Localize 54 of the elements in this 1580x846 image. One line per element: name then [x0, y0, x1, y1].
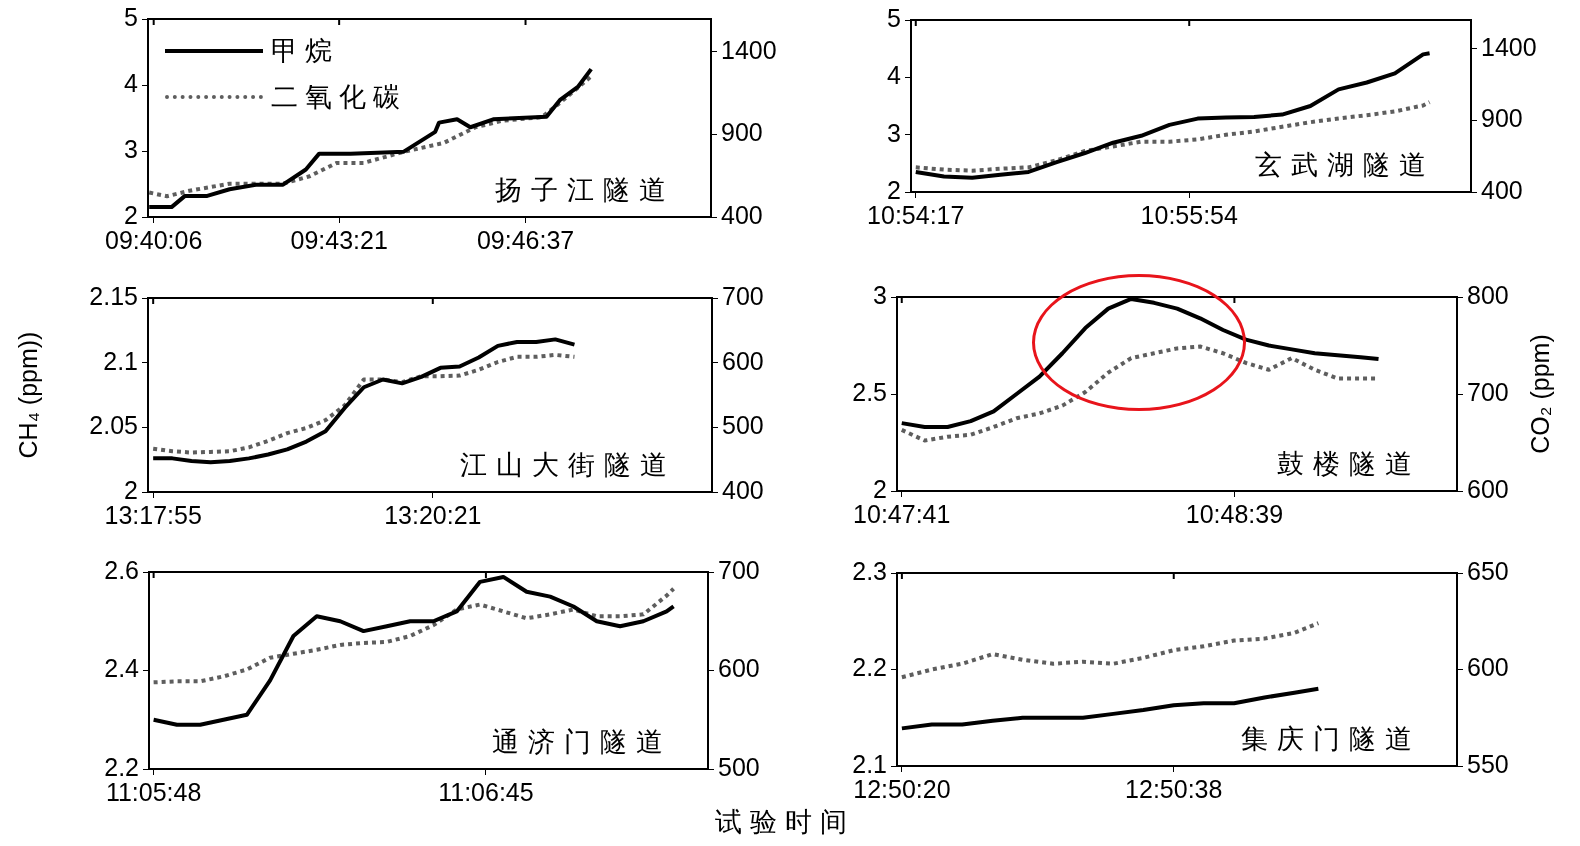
- annotation: 鼓楼隧道: [1277, 449, 1421, 479]
- y-tick-label: 2.2: [852, 653, 887, 682]
- y2-tick-label: 600: [1467, 653, 1509, 682]
- y2-tick-label: 700: [718, 555, 760, 584]
- y2-tick-label: 400: [1481, 175, 1523, 204]
- x-tick-label: 13:20:21: [384, 500, 482, 529]
- y2-tick-label: 600: [718, 654, 760, 683]
- x-tick-label: 09:43:21: [290, 225, 388, 254]
- y-tick-label: 2.6: [104, 555, 139, 584]
- x-tick-label: 10:55:54: [1140, 200, 1238, 229]
- y-axis-title: CH₄ (ppm)): [13, 331, 43, 459]
- annotation: 通济门隧道: [492, 727, 672, 757]
- y-tick-label: 5: [887, 3, 901, 32]
- annotation: 江山大街隧道: [460, 450, 676, 480]
- y-tick-label: 3: [887, 118, 901, 147]
- y2-tick-label: 1400: [1481, 32, 1537, 61]
- y2-tick-label: 800: [1467, 280, 1509, 309]
- x-tick-label: 12:50:38: [1125, 774, 1223, 803]
- y-tick-label: 2.3: [852, 556, 887, 585]
- y-tick-label: 3: [124, 134, 138, 163]
- y-tick-label: 5: [124, 2, 138, 31]
- line-series: [899, 621, 1321, 680]
- y2-tick-label: 650: [1467, 556, 1509, 585]
- y2-tick-label: 500: [718, 752, 760, 781]
- y2-tick-label: 500: [722, 411, 764, 440]
- line-series: [151, 586, 676, 685]
- y2-tick-label: 700: [722, 281, 764, 310]
- legend-label: 甲烷: [271, 35, 339, 68]
- y-tick-label: 2.5: [852, 377, 887, 406]
- y2-tick-label: 400: [721, 200, 763, 229]
- y2-tick-label: 550: [1467, 749, 1509, 778]
- y2-axis-title: CO₂ (ppm): [1525, 334, 1555, 454]
- y2-tick-label: 600: [722, 346, 764, 375]
- y-tick-label: 2.05: [89, 411, 138, 440]
- annotation: 玄武湖隧道: [1255, 150, 1435, 180]
- x-tick-label: 09:46:37: [476, 225, 575, 254]
- y2-tick-label: 400: [722, 475, 764, 504]
- y-tick-label: 2.4: [104, 654, 140, 683]
- x-tick-label: 10:48:39: [1185, 499, 1284, 528]
- y-tick-label: 2.1: [103, 346, 138, 375]
- annotation: 集庆门隧道: [1241, 724, 1421, 754]
- y-tick-label: 4: [887, 61, 902, 90]
- y-tick-label: 3: [873, 280, 887, 309]
- legend-label: 二氧化碳: [271, 81, 407, 114]
- y2-tick-label: 900: [721, 118, 763, 147]
- x-tick-label: 11:06:45: [438, 777, 534, 806]
- annotation: 扬子江隧道: [495, 175, 675, 205]
- y-tick-label: 4: [124, 68, 139, 97]
- y-tick-label: 2.15: [89, 281, 138, 310]
- x-axis-title: 试验时间: [715, 806, 855, 839]
- y2-tick-label: 700: [1467, 377, 1509, 406]
- y2-tick-label: 900: [1481, 104, 1523, 133]
- y2-tick-label: 600: [1467, 474, 1509, 503]
- y2-tick-label: 1400: [721, 35, 777, 64]
